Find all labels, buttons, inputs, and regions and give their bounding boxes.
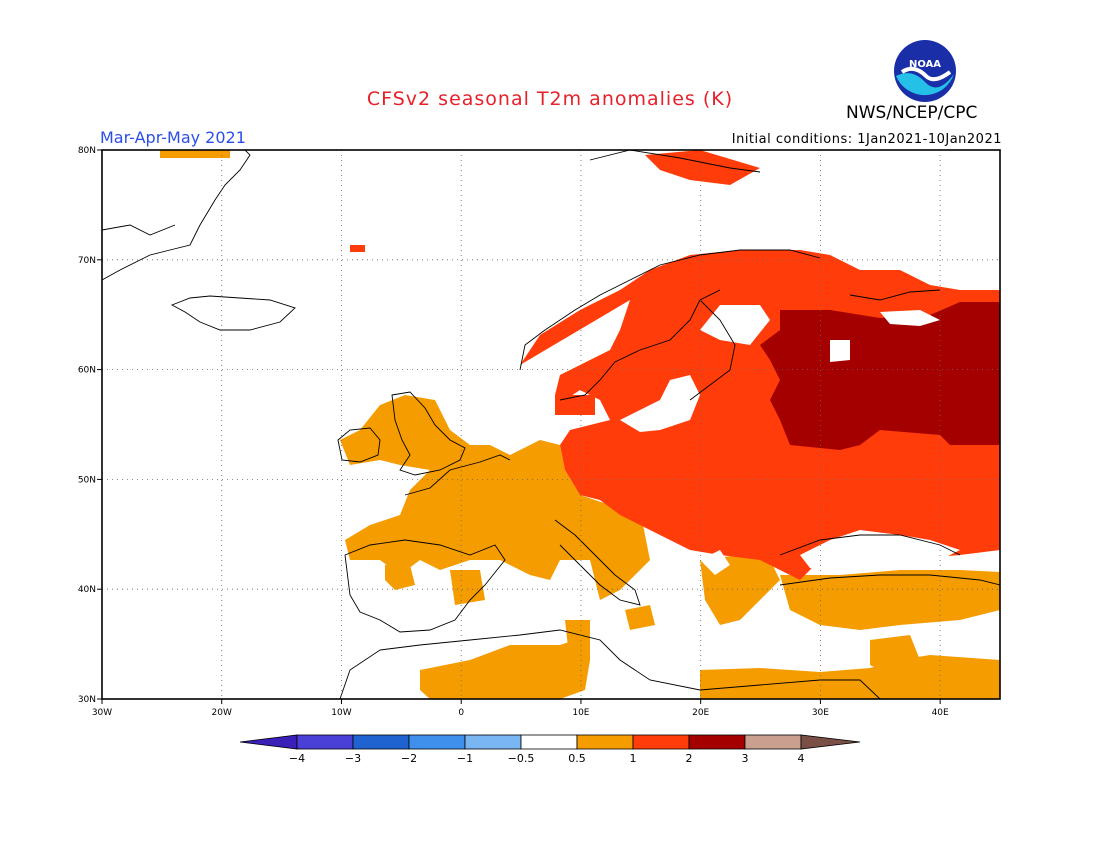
period-label: Mar-Apr-May 2021 bbox=[100, 128, 246, 147]
map-frame bbox=[101, 149, 1001, 700]
anomaly-darkred-region bbox=[760, 302, 1000, 450]
colorbar-label: −2 bbox=[401, 752, 417, 765]
colorbar-label: 3 bbox=[742, 752, 749, 765]
colorbar-label: 1 bbox=[630, 752, 637, 765]
colorbar-label: −0.5 bbox=[508, 752, 535, 765]
lat-tick-label: 60N bbox=[78, 366, 96, 376]
neutral-region bbox=[620, 305, 960, 575]
chart-title: CFSv2 seasonal T2m anomalies (K) bbox=[366, 88, 734, 110]
lon-tick-label: 10W bbox=[331, 708, 351, 718]
colorbar-label: 2 bbox=[686, 752, 693, 765]
anomaly-orange-region bbox=[160, 150, 1000, 699]
lat-tick-label: 70N bbox=[78, 256, 96, 266]
colorbar-swatch bbox=[744, 734, 802, 750]
colorbar: −4 −3 −2 −1 −0.5 0.5 1 2 3 4 bbox=[239, 734, 861, 765]
anomaly-red-region bbox=[350, 150, 1000, 580]
colorbar-swatch bbox=[239, 734, 298, 750]
colorbar-label: −3 bbox=[345, 752, 361, 765]
colorbar-label: −4 bbox=[289, 752, 305, 765]
colorbar-swatch bbox=[408, 734, 466, 750]
noaa-logo-icon: NOAA bbox=[894, 40, 956, 102]
colorbar-swatch bbox=[688, 734, 746, 750]
colorbar-swatch bbox=[464, 734, 522, 750]
colorbar-swatch bbox=[632, 734, 690, 750]
lat-tick-label: 30N bbox=[78, 695, 96, 705]
lon-tick-label: 10E bbox=[572, 708, 589, 718]
graticule bbox=[102, 150, 1000, 699]
agency-label: NWS/NCEP/CPC bbox=[846, 103, 978, 123]
lon-tick-label: 20W bbox=[212, 708, 232, 718]
initial-conditions-label: Initial conditions: 1Jan2021-10Jan2021 bbox=[731, 132, 1002, 147]
colorbar-swatch bbox=[800, 734, 861, 750]
axis-ticks: 30W 20W 10W 0 10E 20E 30E 40E 80N 70N 60N 50N 40N 30N bbox=[78, 146, 949, 718]
lat-tick-label: 50N bbox=[78, 475, 96, 485]
colorbar-label: 0.5 bbox=[568, 752, 586, 765]
colorbar-swatch bbox=[520, 734, 578, 750]
coastlines bbox=[102, 150, 1000, 699]
logo-text: NOAA bbox=[909, 59, 941, 70]
lon-tick-label: 40E bbox=[932, 708, 949, 718]
colorbar-swatch bbox=[352, 734, 410, 750]
colorbar-swatch bbox=[576, 734, 634, 750]
colorbar-label: 4 bbox=[798, 752, 805, 765]
lat-tick-label: 80N bbox=[78, 146, 96, 156]
colorbar-label: −1 bbox=[457, 752, 473, 765]
lat-tick-label: 40N bbox=[78, 585, 96, 595]
colorbar-swatch bbox=[296, 734, 354, 750]
lon-tick-label: 30W bbox=[92, 708, 112, 718]
lon-tick-label: 20E bbox=[692, 708, 709, 718]
lon-tick-label: 30E bbox=[812, 708, 829, 718]
lon-tick-label: 0 bbox=[458, 708, 464, 718]
